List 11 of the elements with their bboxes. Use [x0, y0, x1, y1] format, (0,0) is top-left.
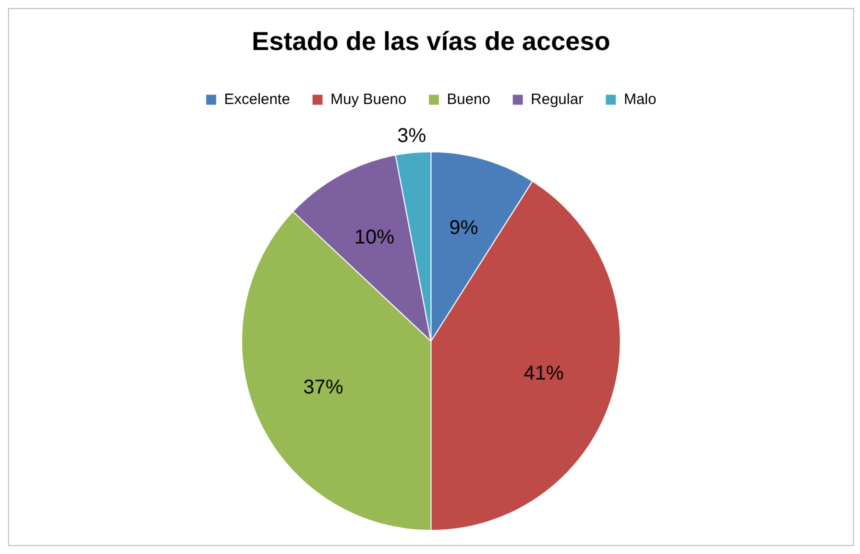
data-label: 9% [449, 216, 478, 239]
data-label: 10% [354, 226, 395, 249]
chart-title: Estado de las vías de acceso [252, 26, 610, 56]
data-label: 37% [303, 376, 344, 398]
data-label: 3% [397, 125, 426, 148]
legend-label: Regular [530, 90, 584, 108]
legend-label: Malo [624, 90, 656, 108]
data-label: 41% [524, 362, 564, 384]
legend-label: Muy Bueno [330, 90, 406, 108]
legend-label: Bueno [446, 90, 490, 108]
legend-label: Excelente [224, 90, 290, 108]
